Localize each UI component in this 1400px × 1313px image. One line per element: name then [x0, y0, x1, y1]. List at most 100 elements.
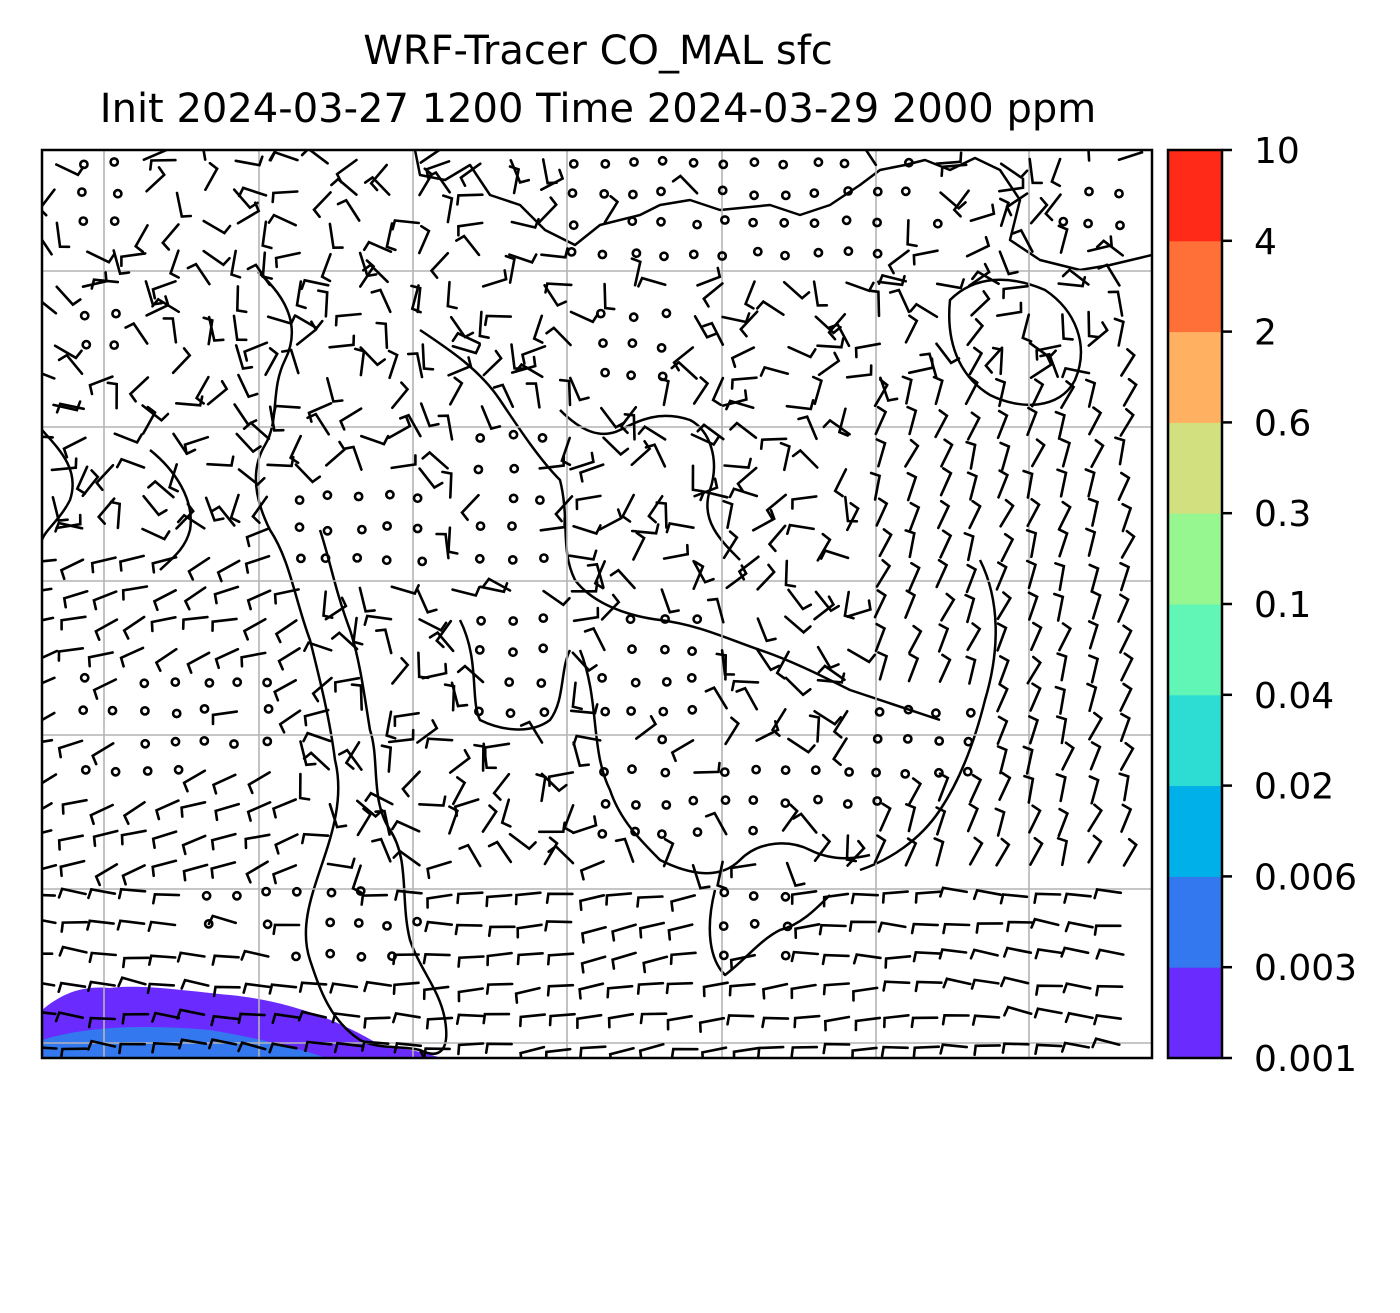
wind-barb [1113, 317, 1125, 347]
calm-marker [660, 644, 670, 655]
calm-marker [658, 706, 669, 717]
wind-barb [571, 651, 598, 673]
wind-barb [202, 219, 232, 235]
wind-barb [457, 955, 485, 968]
wind-barb [392, 981, 420, 995]
calm-marker [872, 734, 883, 744]
wind-barb [478, 310, 490, 339]
wind-barb [1120, 348, 1136, 377]
wind-barb [435, 532, 450, 560]
wind-barb [306, 412, 330, 436]
wind-barb [435, 619, 453, 649]
wind-barb [300, 150, 329, 165]
wind-barb [636, 895, 664, 908]
wind-barb [271, 190, 299, 204]
wind-barb [761, 1016, 790, 1029]
wind-barb [152, 892, 181, 905]
wind-barb [484, 1042, 513, 1054]
wind-barb [480, 405, 502, 431]
wind-barb [244, 554, 271, 574]
wind-barb [42, 188, 56, 217]
wind-barb [699, 490, 729, 502]
calm-marker [719, 887, 730, 898]
calm-marker [630, 826, 640, 837]
wind-barb [1033, 1007, 1063, 1019]
wind-barb [210, 505, 236, 527]
wind-barb [42, 919, 57, 925]
wind-barb [854, 1016, 882, 1032]
calm-marker [79, 672, 90, 683]
wind-barb [823, 1015, 851, 1032]
calm-wind-markers [77, 155, 1125, 962]
wind-barb [1119, 741, 1135, 771]
wind-barb [457, 221, 484, 237]
wind-barb [426, 170, 451, 194]
calm-marker [112, 188, 123, 199]
wind-barb [940, 438, 954, 468]
wind-barb [882, 980, 911, 992]
wind-barb [1039, 352, 1059, 378]
wind-barb [965, 563, 978, 594]
wind-barb [908, 624, 923, 654]
wind-barb [428, 630, 455, 653]
wind-barb [237, 373, 259, 399]
wind-barb [202, 150, 207, 161]
wind-barb [57, 647, 85, 662]
wind-barb [919, 352, 938, 379]
wind-barb [722, 499, 734, 529]
wind-barb [999, 197, 1010, 227]
wind-barb [545, 892, 574, 904]
wind-barb [784, 615, 812, 635]
wind-barb [519, 1013, 546, 1028]
wind-barb [274, 833, 299, 855]
calm-marker [660, 614, 670, 624]
wind-barb [910, 922, 939, 935]
map-frame [40, 148, 1154, 1060]
wind-barb [812, 280, 829, 307]
wind-barb [692, 559, 715, 584]
map-background [42, 150, 1152, 1058]
wind-barb [363, 175, 391, 196]
calm-marker [109, 157, 120, 167]
wind-barb [419, 150, 442, 164]
wind-barb [42, 952, 54, 955]
wind-barb [508, 832, 537, 851]
wind-barb [442, 194, 454, 224]
calm-marker [203, 919, 214, 929]
calm-marker [170, 736, 181, 747]
calm-marker [204, 678, 215, 688]
wind-barb [1122, 377, 1138, 407]
wind-barb [935, 558, 949, 589]
wind-barb [473, 743, 485, 772]
wind-barb [995, 837, 1011, 867]
wind-barb [814, 590, 840, 613]
wind-barb [787, 737, 816, 754]
wind-barb [331, 631, 359, 651]
wind-barb [784, 559, 797, 588]
wind-barb [456, 891, 484, 905]
map-area[interactable] [27, 134, 1152, 1258]
wind-barb [964, 376, 979, 406]
wind-barb [939, 191, 967, 211]
wind-barb [535, 773, 547, 803]
calm-marker [232, 677, 243, 688]
coastline-segment [260, 1100, 310, 1258]
calm-marker [353, 491, 364, 502]
wind-barb [268, 983, 298, 995]
wind-barb [333, 1041, 363, 1054]
wind-barb [57, 353, 84, 375]
wind-barb [1063, 892, 1092, 904]
wind-barb [448, 805, 460, 835]
calm-marker [748, 891, 759, 901]
calm-marker [748, 217, 758, 228]
wind-barb [261, 220, 273, 250]
wind-barb [816, 532, 832, 562]
wind-barb [790, 1045, 819, 1058]
wind-barb [94, 863, 119, 887]
calm-marker [597, 249, 608, 260]
wind-barb [1121, 502, 1133, 533]
calm-marker [600, 367, 610, 378]
wind-barb [1088, 654, 1100, 684]
wind-barb [578, 982, 605, 1000]
wind-barb [1029, 836, 1044, 866]
